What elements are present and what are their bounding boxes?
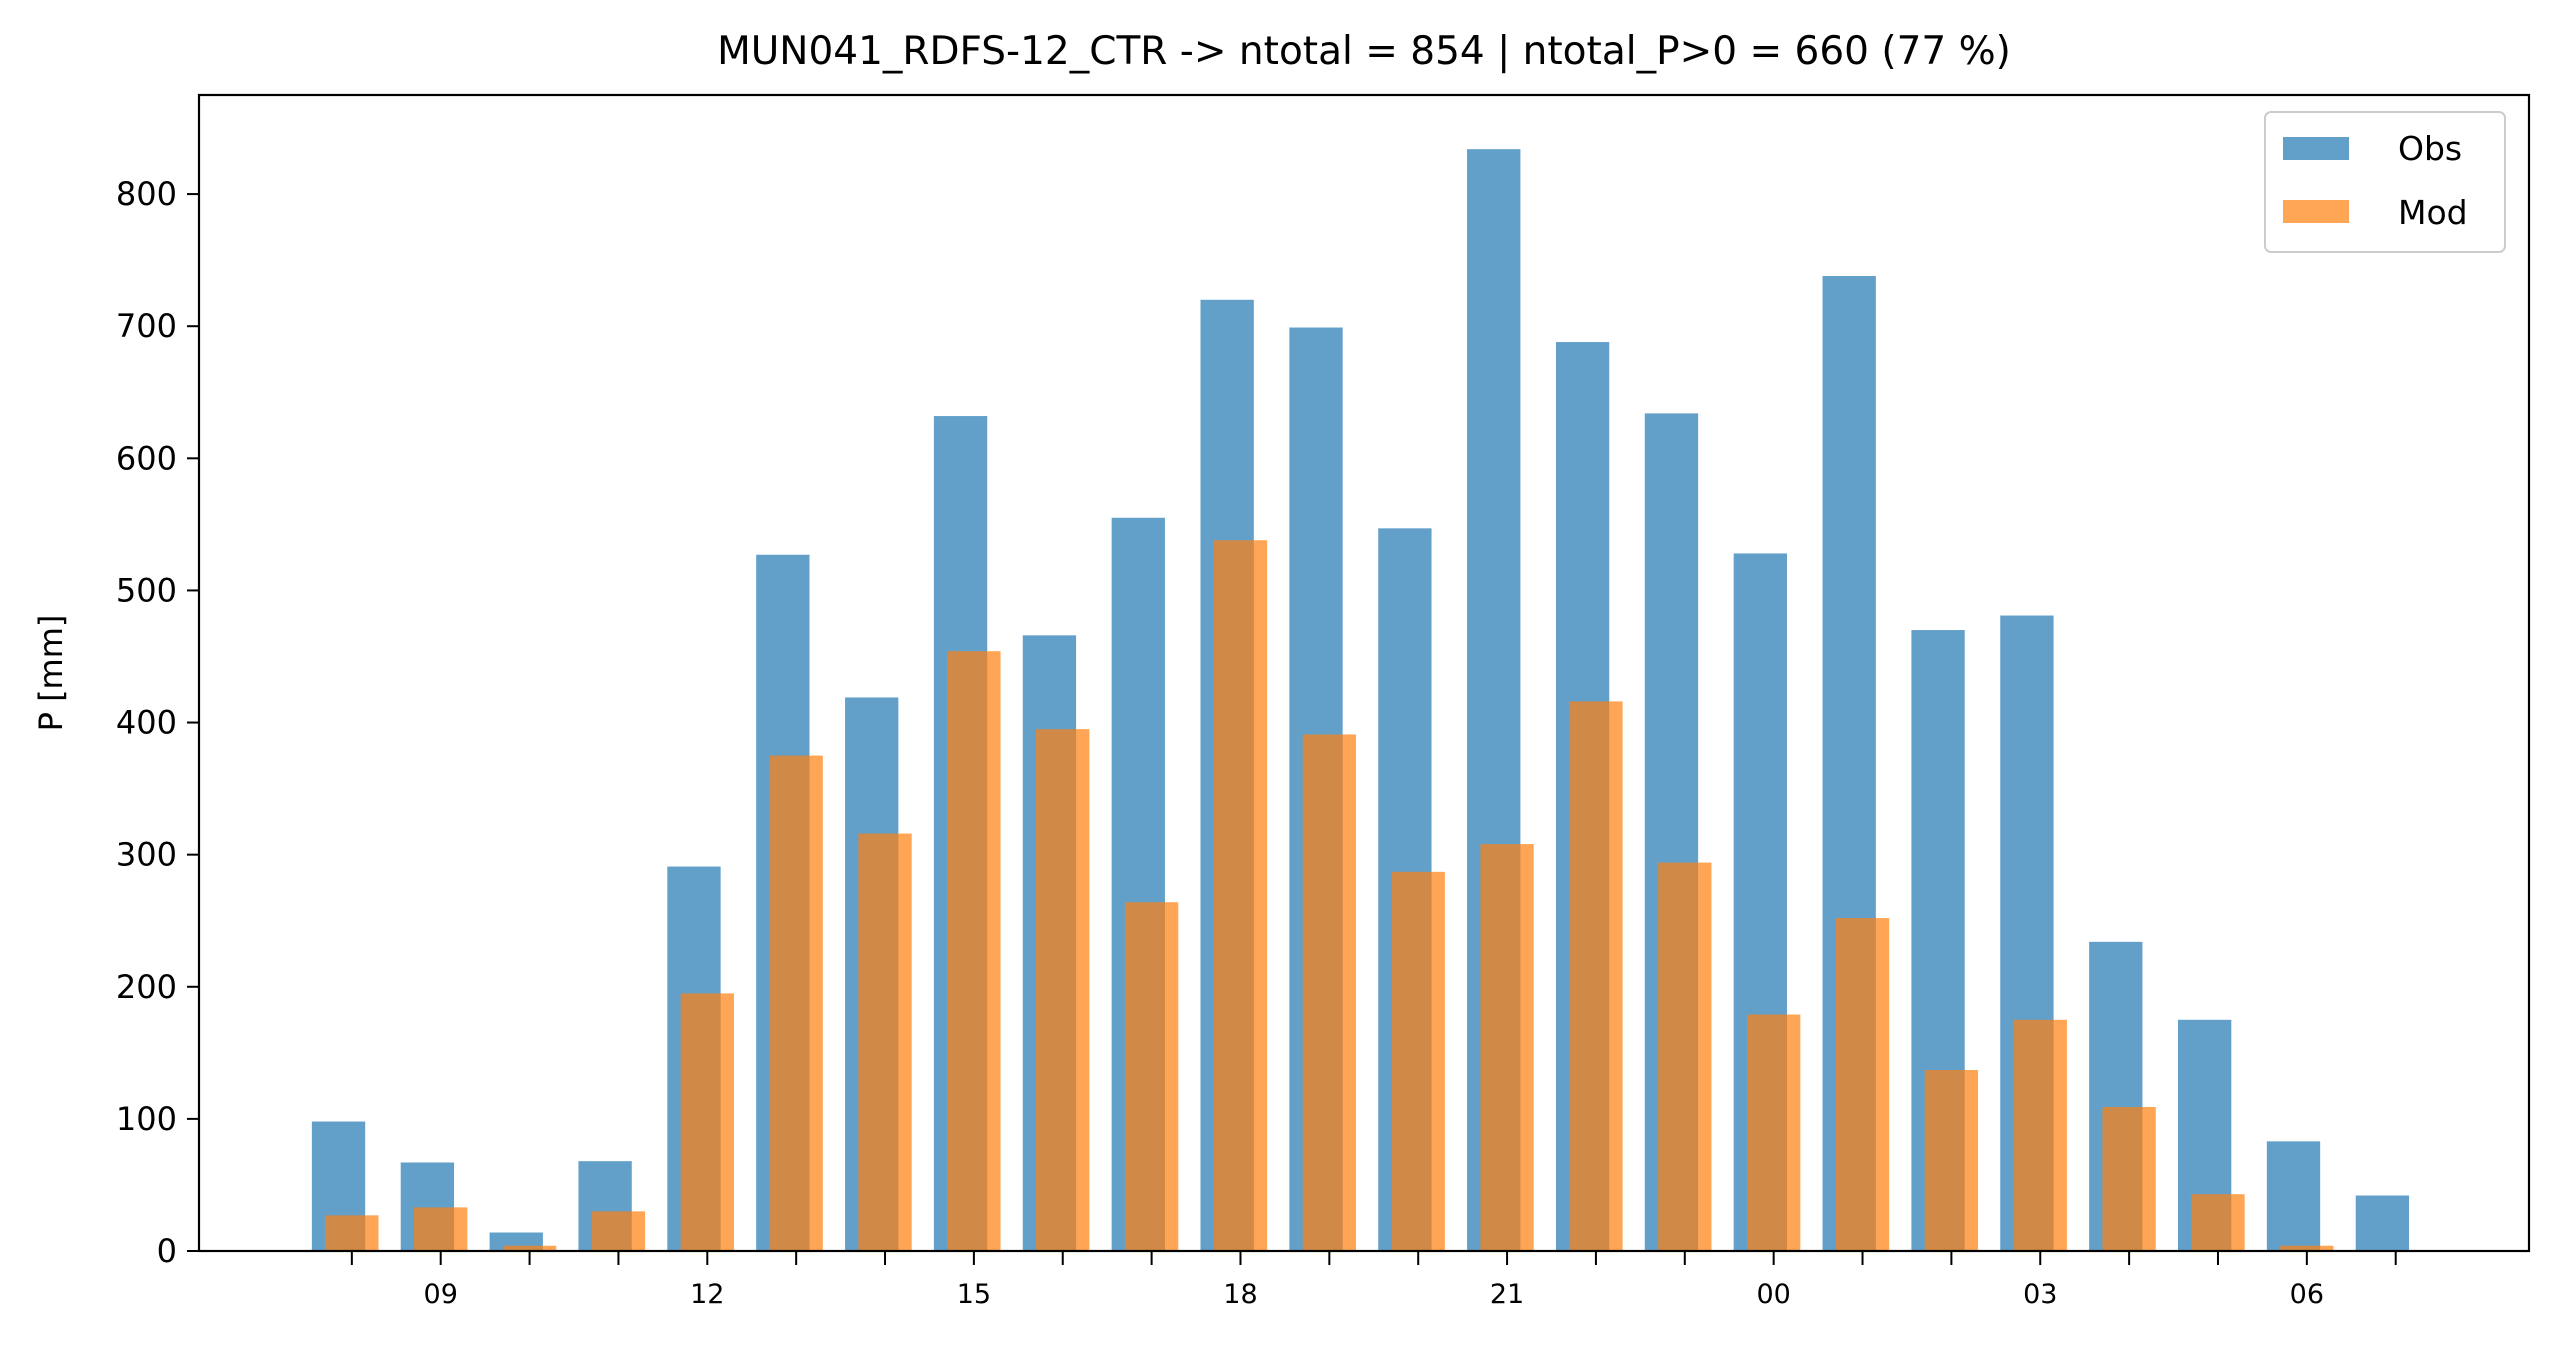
bar-mod-14 <box>858 833 912 1251</box>
bar-mod-15 <box>947 651 1001 1251</box>
bar-mod-08 <box>325 1215 379 1251</box>
bars-layer <box>311 149 2410 1252</box>
x-tick-label: 09 <box>424 1279 458 1310</box>
x-tick-label: 18 <box>1223 1279 1257 1310</box>
bar-mod-21 <box>1480 844 1534 1251</box>
bar-mod-00 <box>1747 1014 1801 1251</box>
chart-title: MUN041_RDFS-12_CTR -> ntotal = 854 | nto… <box>717 29 2011 74</box>
bar-mod-10 <box>502 1245 557 1251</box>
bar-mod-05 <box>2191 1194 2245 1251</box>
bar-mod-22 <box>1569 701 1623 1251</box>
x-tick-label: 06 <box>2290 1279 2324 1310</box>
bar-mod-04 <box>2102 1106 2156 1251</box>
y-tick-label: 800 <box>116 175 177 213</box>
x-tick-label: 15 <box>957 1279 991 1310</box>
y-tick-label: 0 <box>157 1232 177 1270</box>
bar-mod-19 <box>1302 734 1357 1251</box>
x-tick-label: 03 <box>2023 1279 2057 1310</box>
bar-mod-02 <box>1924 1070 1979 1251</box>
bar-mod-01 <box>1835 918 1890 1251</box>
bar-obs-06 <box>2266 1141 2321 1251</box>
bar-mod-16 <box>1036 729 1090 1251</box>
legend-swatch-obs <box>2283 137 2349 160</box>
bar-mod-11 <box>591 1211 646 1251</box>
y-tick-label: 100 <box>116 1100 177 1138</box>
x-tick-label: 00 <box>1756 1279 1790 1310</box>
legend-label-mod: Mod <box>2398 193 2468 232</box>
y-tick-label: 200 <box>116 968 177 1006</box>
bar-mod-09 <box>414 1207 468 1251</box>
bar-mod-12 <box>680 993 734 1251</box>
y-tick-label: 400 <box>116 704 177 742</box>
bar-mod-06 <box>2280 1245 2334 1251</box>
y-tick-label: 300 <box>116 836 177 874</box>
x-tick-label: 21 <box>1490 1279 1524 1310</box>
bar-mod-20 <box>1391 871 1445 1251</box>
x-tick-label: 12 <box>690 1279 724 1310</box>
bar-mod-18 <box>1213 540 1268 1251</box>
y-tick-label: 600 <box>116 439 177 477</box>
bar-mod-13 <box>769 755 823 1251</box>
y-tick-label: 500 <box>116 571 177 609</box>
legend: Obs Mod <box>2264 111 2506 253</box>
y-tick-label: 700 <box>116 307 177 345</box>
bar-mod-23 <box>1658 862 1712 1251</box>
bar-mod-17 <box>1124 902 1179 1251</box>
bar-obs-07 <box>2355 1195 2410 1251</box>
plot-frame <box>197 93 2531 1253</box>
legend-label-obs: Obs <box>2398 129 2462 168</box>
legend-swatch-mod <box>2283 200 2349 223</box>
bar-mod-03 <box>2013 1019 2067 1251</box>
y-axis-label: P [mm] <box>32 615 70 732</box>
ticks-layer: 0 100 200 300 400 500 600 700 800 09 12 15 18 21 00 03 0… <box>116 175 2397 1310</box>
legend-frame <box>2264 111 2506 253</box>
